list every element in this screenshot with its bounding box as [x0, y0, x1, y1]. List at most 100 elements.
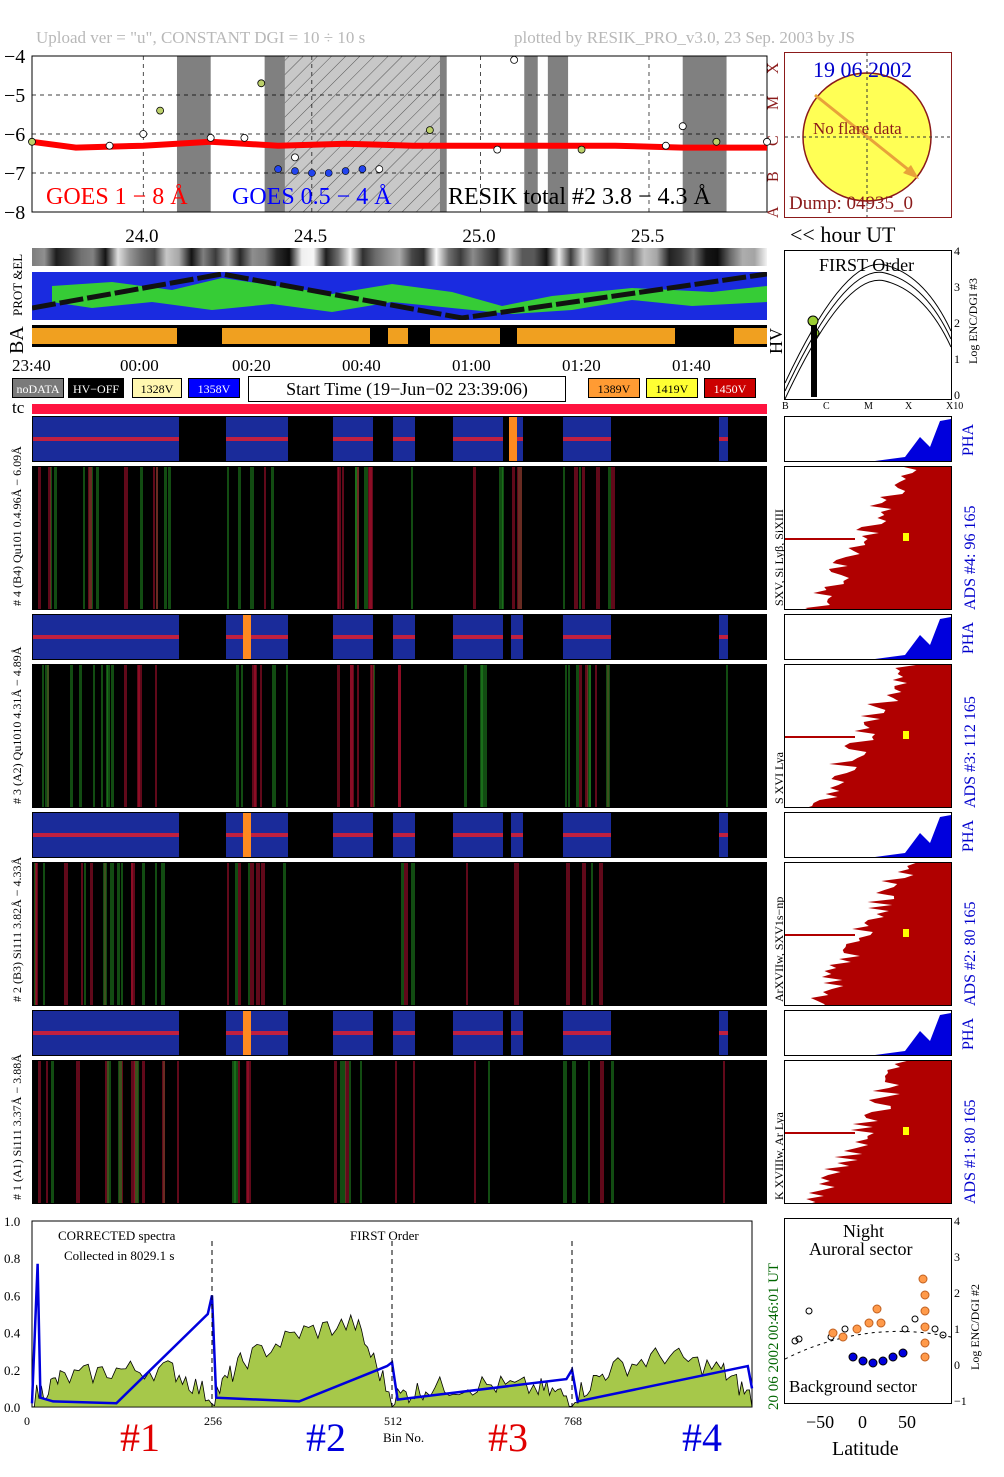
noise-stripe — [565, 665, 567, 807]
goes-ytick-label: −5 — [4, 85, 25, 107]
first-order-xtick: X10 — [946, 401, 964, 412]
spectrum-ytick: 0.6 — [4, 1288, 21, 1303]
goes-legend-blue: GOES 0.5 − 4 Å — [232, 184, 392, 210]
noise-stripe — [576, 467, 578, 609]
noise-stripe — [93, 665, 95, 807]
spectrum-ytick: 0.0 — [4, 1400, 20, 1415]
band-spectrogram — [32, 614, 767, 660]
noise-stripe — [395, 1061, 397, 1203]
noise-stripe — [234, 1061, 238, 1203]
latitude-ytick: 1 — [954, 1322, 960, 1336]
band-gap — [728, 417, 766, 461]
latitude-title-night: Night — [843, 1221, 885, 1241]
resik-point — [28, 137, 36, 146]
channel-left-label: # 3 (A2) Qu1010 4.31Å − 4.89Å — [10, 646, 24, 804]
hv-legend-chip: 1389V — [588, 378, 640, 398]
noise-stripe — [611, 1061, 614, 1203]
channel-number: #1 — [120, 1415, 160, 1460]
band-center-line — [33, 437, 766, 441]
noise-stripe — [488, 1061, 490, 1203]
noise-stripe — [110, 863, 114, 1005]
goes-xtick-label: 25.0 — [462, 226, 495, 247]
noise-stripe — [595, 665, 597, 807]
noise-stripe — [563, 467, 565, 609]
band-gap — [611, 417, 719, 461]
noise-stripe — [227, 467, 229, 609]
noise-stripe — [260, 665, 262, 807]
time-tick-label: 00:20 — [232, 356, 271, 375]
noise-stripe — [51, 1061, 54, 1203]
noise-stripe — [464, 665, 467, 807]
noise-stripe — [236, 665, 239, 807]
noise-stripe — [337, 665, 340, 807]
noise-stripe — [568, 665, 570, 807]
noise-stripe — [600, 1061, 604, 1203]
goes-054-point — [324, 169, 333, 177]
goes-legend-red: GOES 1 − 8 Å — [46, 184, 188, 210]
noise-stripe — [111, 665, 114, 807]
noise-stripe — [250, 467, 254, 609]
spectrum-xtick: 256 — [204, 1414, 222, 1428]
noise-stripe — [272, 665, 274, 807]
noise-stripe — [599, 863, 603, 1005]
noise-stripe — [42, 665, 44, 807]
goes-054-point — [341, 167, 350, 175]
band-gap — [179, 813, 226, 857]
channel-left-label: # 4 (B4) Qu101 0.4.96Å − 6.09Å — [10, 446, 24, 606]
noise-stripe — [261, 863, 265, 1005]
band-spectrogram — [32, 812, 767, 858]
time-tick-label: 01:40 — [672, 356, 711, 375]
pha-panel — [784, 416, 952, 462]
band-spectrogram — [32, 1010, 767, 1056]
time-tick-label: 00:40 — [342, 356, 381, 375]
noise-stripe — [164, 467, 167, 609]
ads-panel — [784, 664, 952, 808]
noise-stripe — [246, 1061, 249, 1203]
band-gap — [523, 615, 563, 659]
ba-label: BA — [6, 326, 28, 354]
noise-stripe — [357, 467, 359, 609]
first-order-title: FIRST Order — [819, 255, 915, 275]
prot-el-label: PROT &EL — [10, 253, 25, 316]
noise-stripe — [88, 467, 92, 609]
latitude-scatter — [784, 1274, 952, 1368]
band-gap — [611, 813, 719, 857]
noise-stripe — [404, 863, 408, 1005]
sun-note: No flare data — [813, 119, 902, 138]
spectrum-ytick: 1.0 — [4, 1215, 20, 1229]
band-gap — [288, 417, 333, 461]
noise-stripe — [606, 665, 610, 807]
goes-xtick-label: 25.5 — [631, 226, 664, 247]
pha-label: PHA — [960, 819, 977, 852]
noise-stripe — [512, 467, 515, 609]
goes-ytick-label: −8 — [4, 202, 25, 224]
noise-stripe — [254, 665, 257, 807]
band-spectrogram — [32, 416, 767, 462]
noise-stripe — [35, 863, 37, 1005]
time-tick-label: 00:00 — [120, 356, 159, 375]
noise-stripe — [43, 863, 45, 1005]
channel-number: #2 — [306, 1415, 346, 1460]
noise-stripe — [502, 467, 504, 609]
noise-stripe — [45, 665, 49, 807]
ads-panel — [784, 466, 952, 610]
noise-stripe — [576, 665, 579, 807]
noise-stripe — [142, 863, 145, 1005]
noise-stripe — [334, 1061, 337, 1203]
goes-ytick-label: −6 — [4, 124, 25, 146]
noise-stripe — [274, 665, 276, 807]
band-gap — [728, 1011, 766, 1055]
noise-stripe — [369, 467, 373, 609]
sun-box: 19 06 2002 No flare data Dump: 04935_0 — [784, 52, 952, 218]
flare-class-label: M — [765, 96, 780, 110]
band-gap — [373, 1011, 393, 1055]
latitude-xlabel: Latitude — [832, 1438, 899, 1460]
first-order-ytick: 3 — [954, 280, 960, 294]
noise-stripe — [76, 1061, 80, 1203]
noise-stripe — [79, 665, 82, 807]
resik-point — [712, 137, 721, 146]
noise-stripe — [241, 665, 243, 807]
spectrum-xtick: 512 — [384, 1414, 402, 1428]
noise-stripe — [349, 1061, 351, 1203]
noise-stripe — [566, 863, 570, 1005]
